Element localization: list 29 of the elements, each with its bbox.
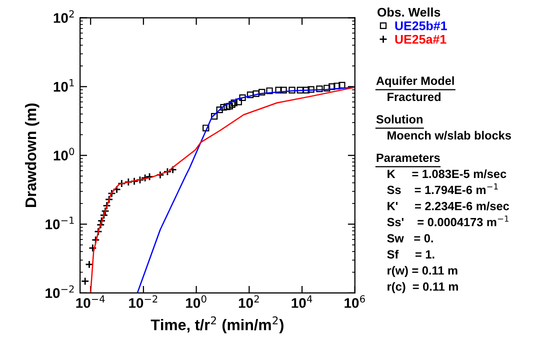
x-tick-label: 10$^{6}$ [344,295,365,308]
y-tick-label: 10$^{2}$ [54,10,74,23]
legend-title: Obs. Wells [378,8,440,17]
text: Solution [376,114,422,124]
text: Sf = 1. [387,250,434,259]
y-tick-label: 10$^{0}$ [54,148,74,160]
x-tick-label: 10$^{−4}$ [76,295,105,308]
legend-label: UE25b#1 [395,21,447,30]
text: r(w) = 0.11 m [388,266,458,278]
text: Parameters [376,154,440,162]
x-tick-label: 10$^{0}$ [186,295,206,308]
y-tick-label: 10$^{−2}$ [46,285,74,298]
text: Ss' = 0.0004173 m$^{−1}$ [387,216,508,226]
legend-label: UE25a#1 [395,34,446,44]
x-axis-title: Time, t/r$^{2}$ (min/m$^{2}$) [150,316,284,334]
y-axis-title: Drawdown (m) [24,104,40,207]
x-tick-label: 10$^{4}$ [292,295,312,308]
text: Ss = 1.794E-6 m$^{−1}$ [387,183,498,194]
text: Fractured [388,92,440,102]
text: r(c) = 0.11 m [388,282,458,294]
text: Aquifer Model [376,76,454,88]
text: K = 1.083E-5 m/sec [388,169,506,178]
text: Sw = 0. [387,234,433,242]
y-tick-label: 10$^{1}$ [54,79,74,92]
text: K' = 2.234E-6 m/sec [388,202,510,210]
text: Moench w/slab blocks [388,130,511,140]
x-tick-label: 10$^{2}$ [238,295,259,308]
y-tick-label: 10$^{−1}$ [46,216,74,230]
x-tick-label: 10$^{−2}$ [129,295,158,308]
